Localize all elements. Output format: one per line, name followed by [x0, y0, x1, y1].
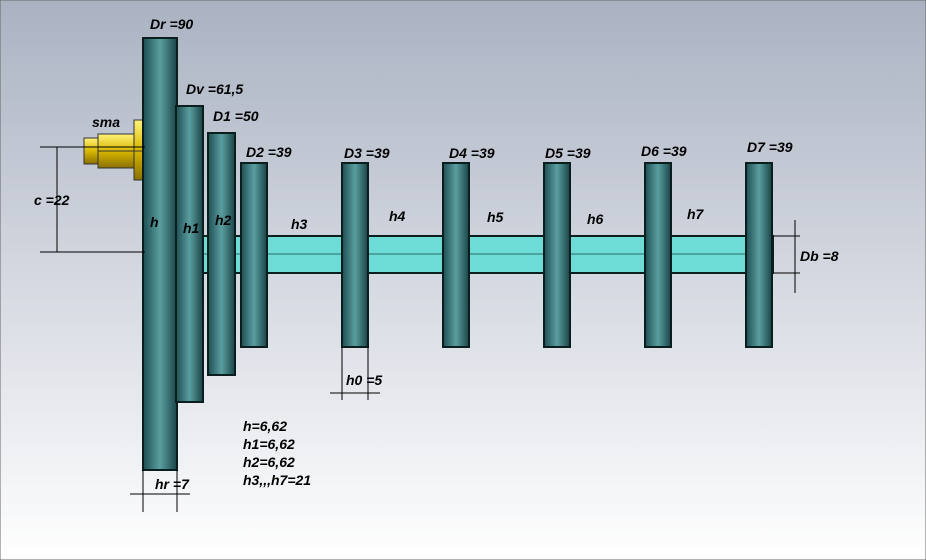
segment-label: h3	[291, 216, 308, 232]
dimension-label: D5 =39	[545, 145, 591, 161]
segment-label: h2	[215, 212, 232, 228]
segment-label: h4	[389, 208, 406, 224]
dimension-label: D1 =50	[213, 108, 259, 124]
disk-d1	[207, 132, 236, 376]
disk-d4	[442, 162, 470, 348]
dimension-label: D7 =39	[747, 139, 793, 155]
disk-dr	[142, 37, 178, 471]
note: h=6,62	[243, 418, 287, 434]
note: h1=6,62	[243, 436, 295, 452]
dimension-label: Dr =90	[150, 16, 193, 32]
note: h2=6,62	[243, 454, 295, 470]
disk-d7	[745, 162, 773, 348]
segment-label: h5	[487, 209, 504, 225]
dimension-label: c =22	[34, 192, 70, 208]
disk-d3	[341, 162, 369, 348]
dimension-label: D6 =39	[641, 143, 687, 159]
segment-label: h6	[587, 211, 604, 227]
dimension-label: Db =8	[800, 248, 839, 264]
dimension-label: D3 =39	[344, 145, 390, 161]
segment-label: h7	[687, 206, 705, 222]
dimension-label: D2 =39	[246, 144, 292, 160]
disks	[142, 37, 773, 471]
disk-d2	[240, 162, 268, 348]
segment-label: h1	[183, 220, 200, 236]
dimension-label: h0 =5	[346, 372, 382, 388]
note: h3,,,h7=21	[243, 472, 311, 488]
dimension-label: hr =7	[155, 476, 190, 492]
dimension-label: D4 =39	[449, 145, 495, 161]
segment-label: h	[150, 214, 159, 230]
disk-dv	[175, 105, 204, 403]
dimension-lines	[40, 146, 800, 512]
disk-d5	[543, 162, 571, 348]
disk-d6	[644, 162, 672, 348]
connector-label: sma	[92, 114, 120, 130]
dimension-label: Dv =61,5	[186, 81, 243, 97]
